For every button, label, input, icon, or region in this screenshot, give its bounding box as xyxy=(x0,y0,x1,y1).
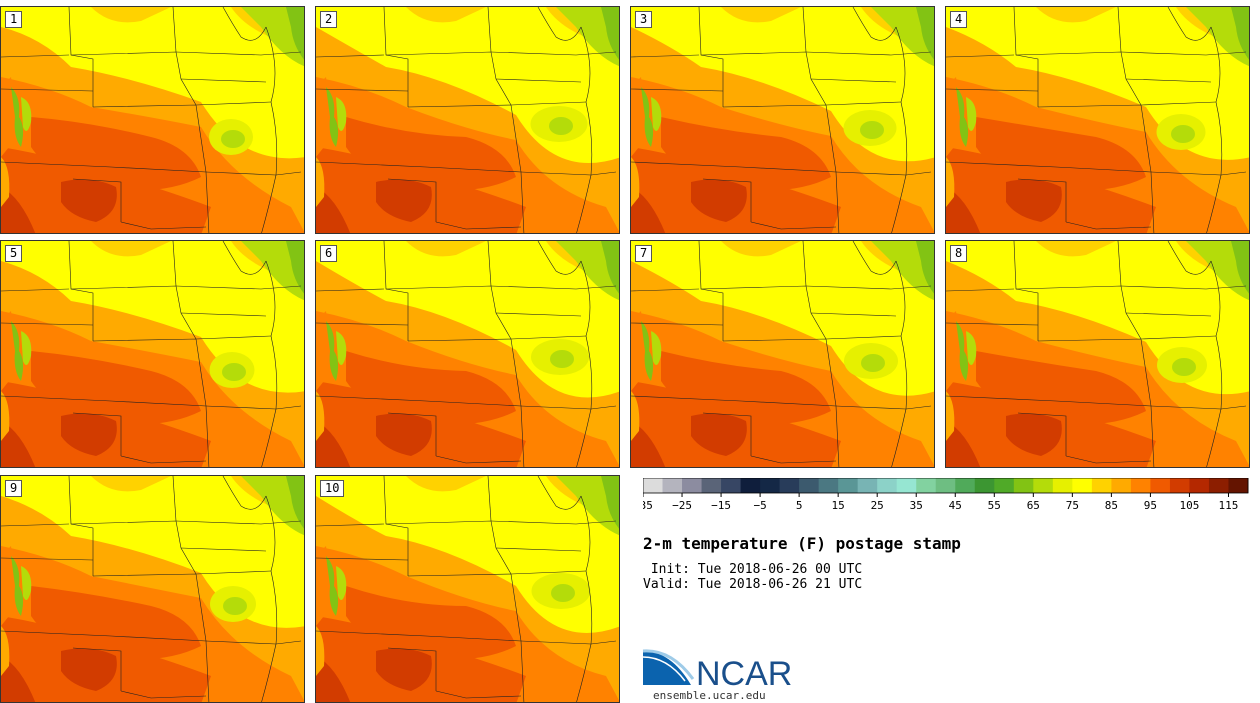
colorbar-swatch xyxy=(1228,478,1249,493)
colorbar-swatch xyxy=(740,478,761,493)
map-panel: 4 xyxy=(945,6,1250,234)
colorbar-swatch xyxy=(1130,478,1151,493)
colorbar-swatch xyxy=(721,478,742,493)
temperature-map xyxy=(946,241,1249,467)
ncar-logo-text: NCAR xyxy=(696,655,791,689)
ncar-logo: NCAR xyxy=(642,649,791,689)
member-number: 3 xyxy=(635,11,653,28)
member-number: 7 xyxy=(635,245,653,262)
colorbar-swatch xyxy=(779,478,800,493)
colorbar-tick-label: 85 xyxy=(1105,499,1118,512)
colorbar-tick-label: 45 xyxy=(949,499,962,512)
temperature-map xyxy=(316,241,619,467)
map-panel: 1 xyxy=(0,6,305,234)
temperature-map xyxy=(946,7,1249,233)
init-time: Init: Tue 2018-06-26 00 UTC xyxy=(643,562,863,577)
member-number: 4 xyxy=(950,11,968,28)
colorbar-swatch xyxy=(818,478,839,493)
colorbar-swatch xyxy=(1208,478,1229,493)
colorbar-swatch xyxy=(1189,478,1210,493)
colorbar-outline xyxy=(643,478,1249,494)
colorbar: −35 −25 −15 −5 5 15 25 35 45 55 65 75 85 95 105 115 xyxy=(643,478,1249,512)
colorbar-tick-label: 25 xyxy=(871,499,884,512)
member-number: 5 xyxy=(5,245,23,262)
colorbar-swatch xyxy=(682,478,703,493)
colorbar-swatch xyxy=(1169,478,1190,493)
colorbar-swatch xyxy=(799,478,820,493)
colorbar-swatch xyxy=(701,478,722,493)
valid-time: Valid: Tue 2018-06-26 21 UTC xyxy=(643,577,863,592)
colorbar-swatch xyxy=(1033,478,1054,493)
temperature-map xyxy=(1,241,304,467)
colorbar-swatch xyxy=(896,478,917,493)
map-panel: 7 xyxy=(630,240,935,468)
colorbar-swatch xyxy=(916,478,937,493)
member-number: 8 xyxy=(950,245,968,262)
colorbar-swatch xyxy=(877,478,898,493)
colorbar-swatch xyxy=(955,478,976,493)
map-panel: 9 xyxy=(0,475,305,703)
colorbar-swatch xyxy=(838,478,859,493)
colorbar-tick-label: −5 xyxy=(753,499,766,512)
colorbar-tick-label: 55 xyxy=(988,499,1001,512)
colorbar-swatch xyxy=(857,478,878,493)
colorbar-swatch xyxy=(994,478,1015,493)
map-panel: 8 xyxy=(945,240,1250,468)
temperature-map xyxy=(316,7,619,233)
colorbar-swatch xyxy=(1052,478,1073,493)
colorbar-tick-label: 95 xyxy=(1144,499,1157,512)
colorbar-swatch xyxy=(1013,478,1034,493)
colorbar-tick-label: 105 xyxy=(1180,499,1200,512)
colorbar-swatch xyxy=(974,478,995,493)
temperature-map xyxy=(1,476,304,702)
member-number: 10 xyxy=(320,480,345,497)
member-number: 9 xyxy=(5,480,23,497)
colorbar-tick-label: 75 xyxy=(1066,499,1079,512)
map-panel: 6 xyxy=(315,240,620,468)
chart-title: 2-m temperature (F) postage stamp xyxy=(643,534,961,553)
member-number: 2 xyxy=(320,11,338,28)
member-number: 1 xyxy=(5,11,23,28)
colorbar-swatch xyxy=(1111,478,1132,493)
map-panel: 10 xyxy=(315,475,620,703)
colorbar-swatch xyxy=(643,478,664,493)
member-number: 6 xyxy=(320,245,338,262)
colorbar-tick-label: −15 xyxy=(711,499,731,512)
colorbar-swatch xyxy=(1072,478,1093,493)
colorbar-tick-label: 115 xyxy=(1219,499,1239,512)
colorbar-tick-label: 65 xyxy=(1027,499,1040,512)
colorbar-swatch xyxy=(662,478,683,493)
temperature-map xyxy=(316,476,619,702)
map-panel: 5 xyxy=(0,240,305,468)
colorbar-swatch xyxy=(935,478,956,493)
ncar-logo-swoosh-icon xyxy=(643,651,691,685)
temperature-map xyxy=(1,7,304,233)
colorbar-swatch xyxy=(1150,478,1171,493)
colorbar-tick-label: 5 xyxy=(796,499,803,512)
map-panel: 2 xyxy=(315,6,620,234)
map-panel: 3 xyxy=(630,6,935,234)
temperature-map xyxy=(631,7,934,233)
temperature-map xyxy=(631,241,934,467)
site-url: ensemble.ucar.edu xyxy=(653,689,766,702)
colorbar-tick-label: 35 xyxy=(910,499,923,512)
colorbar-tick-label: −35 xyxy=(643,499,653,512)
colorbar-tick-label: −25 xyxy=(672,499,692,512)
colorbar-swatch xyxy=(760,478,781,493)
colorbar-swatch xyxy=(1091,478,1112,493)
colorbar-tick-label: 15 xyxy=(832,499,845,512)
